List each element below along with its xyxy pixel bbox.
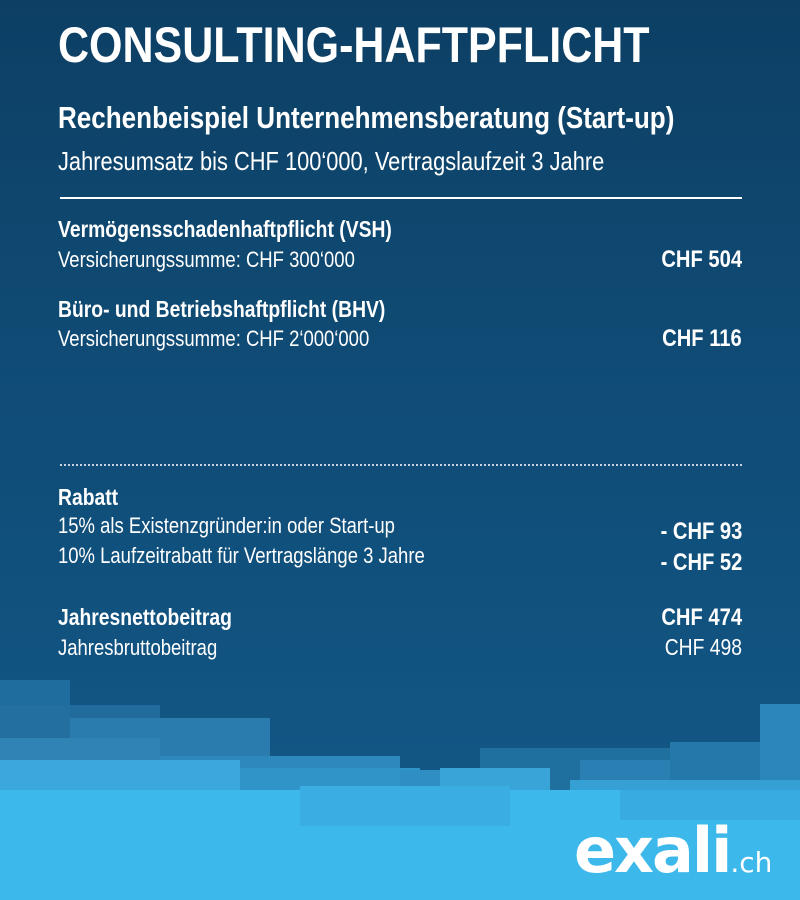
- page-subtitle: Rechenbeispiel Unternehmensberatung (Sta…: [58, 100, 675, 135]
- header-divider: [60, 197, 742, 199]
- deco-bar: [300, 786, 510, 826]
- discount-amount-term: - CHF 52: [660, 549, 742, 576]
- page-title: CONSULTING-HAFTPFLICHT: [58, 17, 650, 73]
- coverage-name-vsh: Vermögensschadenhaftpflicht (VSH): [58, 216, 392, 242]
- discount-heading: Rabatt: [58, 484, 119, 510]
- coverage-price-bhv: CHF 116: [662, 325, 742, 352]
- coverage-sum-bhv: Versicherungssumme: CHF 2‘000‘000: [58, 326, 370, 351]
- coverage-sum-vsh: Versicherungssumme: CHF 300‘000: [58, 247, 355, 272]
- section-divider: [60, 464, 742, 466]
- deco-bar: [620, 790, 800, 820]
- page-subline: Jahresumsatz bis CHF 100‘000, Vertragsla…: [58, 146, 605, 176]
- coverage-price-vsh: CHF 504: [661, 246, 742, 273]
- discount-amount-startup: - CHF 93: [660, 518, 742, 545]
- logo-domain: .ch: [730, 846, 773, 879]
- gross-premium-amount: CHF 498: [664, 634, 742, 660]
- exali-logo: exali.ch: [574, 814, 772, 887]
- net-premium-label: Jahresnettobeitrag: [58, 604, 232, 630]
- logo-wordmark: exali: [574, 814, 732, 887]
- discount-label-startup: 15% als Existenzgründer:in oder Start-up: [58, 513, 395, 538]
- discount-label-term: 10% Laufzeitrabatt für Vertragslänge 3 J…: [58, 543, 425, 568]
- gross-premium-label: Jahresbruttobeitrag: [58, 635, 218, 660]
- net-premium-amount: CHF 474: [661, 604, 742, 631]
- coverage-name-bhv: Büro- und Betriebshaftpflicht (BHV): [58, 296, 386, 322]
